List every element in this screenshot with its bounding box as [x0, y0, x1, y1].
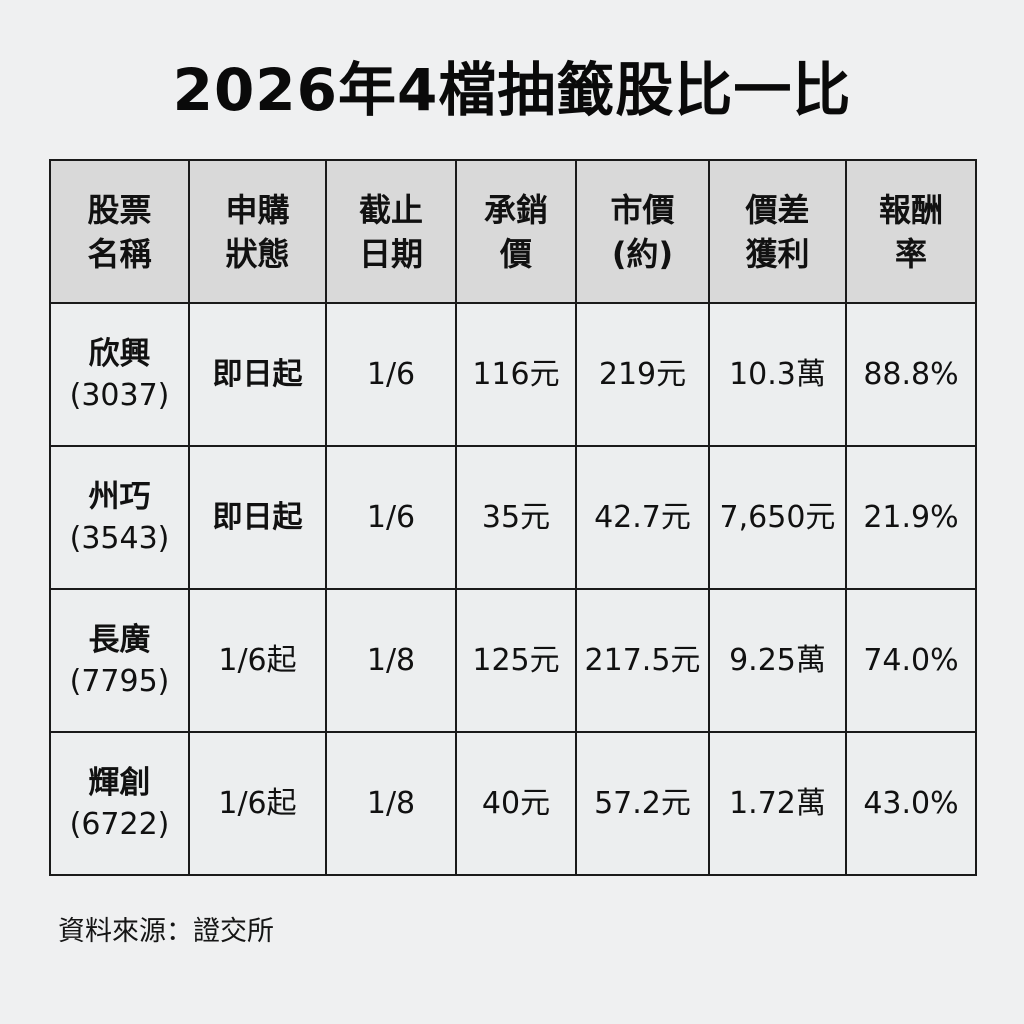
- cell-profit: 10.3萬: [708, 302, 847, 447]
- cell-profit: 1.72萬: [708, 731, 847, 876]
- cell-profit: 7,650元: [708, 445, 847, 590]
- cell-return-rate: 74.0%: [845, 588, 977, 733]
- table-row: 欣興 (3037) 即日起 1/6 116元 219元 10.3萬 88.8%: [49, 302, 977, 447]
- cell-status: 即日起: [188, 302, 327, 447]
- header-stock-name: 股票 名稱: [49, 159, 190, 304]
- cell-return-rate: 21.9%: [845, 445, 977, 590]
- cell-status: 即日起: [188, 445, 327, 590]
- cell-deadline: 1/6: [325, 302, 457, 447]
- cell-stock-name: 欣興 (3037): [49, 302, 190, 447]
- table-header-row: 股票 名稱 申購 狀態 截止 日期 承銷 價 市價 (約): [49, 159, 977, 304]
- header-subscription-status: 申購 狀態: [188, 159, 327, 304]
- header-market-price: 市價 (約): [575, 159, 710, 304]
- cell-stock-name: 長廣 (7795): [49, 588, 190, 733]
- cell-deadline: 1/6: [325, 445, 457, 590]
- cell-profit: 9.25萬: [708, 588, 847, 733]
- cell-deadline: 1/8: [325, 588, 457, 733]
- cell-return-rate: 43.0%: [845, 731, 977, 876]
- cell-underwriting-price: 40元: [455, 731, 577, 876]
- table-row: 州巧 (3543) 即日起 1/6 35元 42.7元 7,650元 21.9%: [49, 445, 977, 590]
- cell-status: 1/6起: [188, 588, 327, 733]
- cell-market-price: 57.2元: [575, 731, 710, 876]
- cell-deadline: 1/8: [325, 731, 457, 876]
- cell-underwriting-price: 116元: [455, 302, 577, 447]
- cell-underwriting-price: 125元: [455, 588, 577, 733]
- cell-stock-name: 輝創 (6722): [49, 731, 190, 876]
- header-return-rate: 報酬 率: [845, 159, 977, 304]
- table-row: 輝創 (6722) 1/6起 1/8 40元 57.2元 1.72萬 43.0%: [49, 731, 977, 876]
- table-row: 長廣 (7795) 1/6起 1/8 125元 217.5元 9.25萬 74.…: [49, 588, 977, 733]
- cell-underwriting-price: 35元: [455, 445, 577, 590]
- header-underwriting-price: 承銷 價: [455, 159, 577, 304]
- cell-market-price: 42.7元: [575, 445, 710, 590]
- ipo-comparison-table: 股票 名稱 申購 狀態 截止 日期 承銷 價 市價 (約): [49, 159, 977, 876]
- cell-market-price: 217.5元: [575, 588, 710, 733]
- data-source-note: 資料來源：證交所: [58, 916, 274, 947]
- page-title: 2026年4檔抽籤股比一比: [172, 56, 852, 124]
- cell-status: 1/6起: [188, 731, 327, 876]
- header-profit: 價差 獲利: [708, 159, 847, 304]
- cell-market-price: 219元: [575, 302, 710, 447]
- cell-stock-name: 州巧 (3543): [49, 445, 190, 590]
- header-deadline: 截止 日期: [325, 159, 457, 304]
- cell-return-rate: 88.8%: [845, 302, 977, 447]
